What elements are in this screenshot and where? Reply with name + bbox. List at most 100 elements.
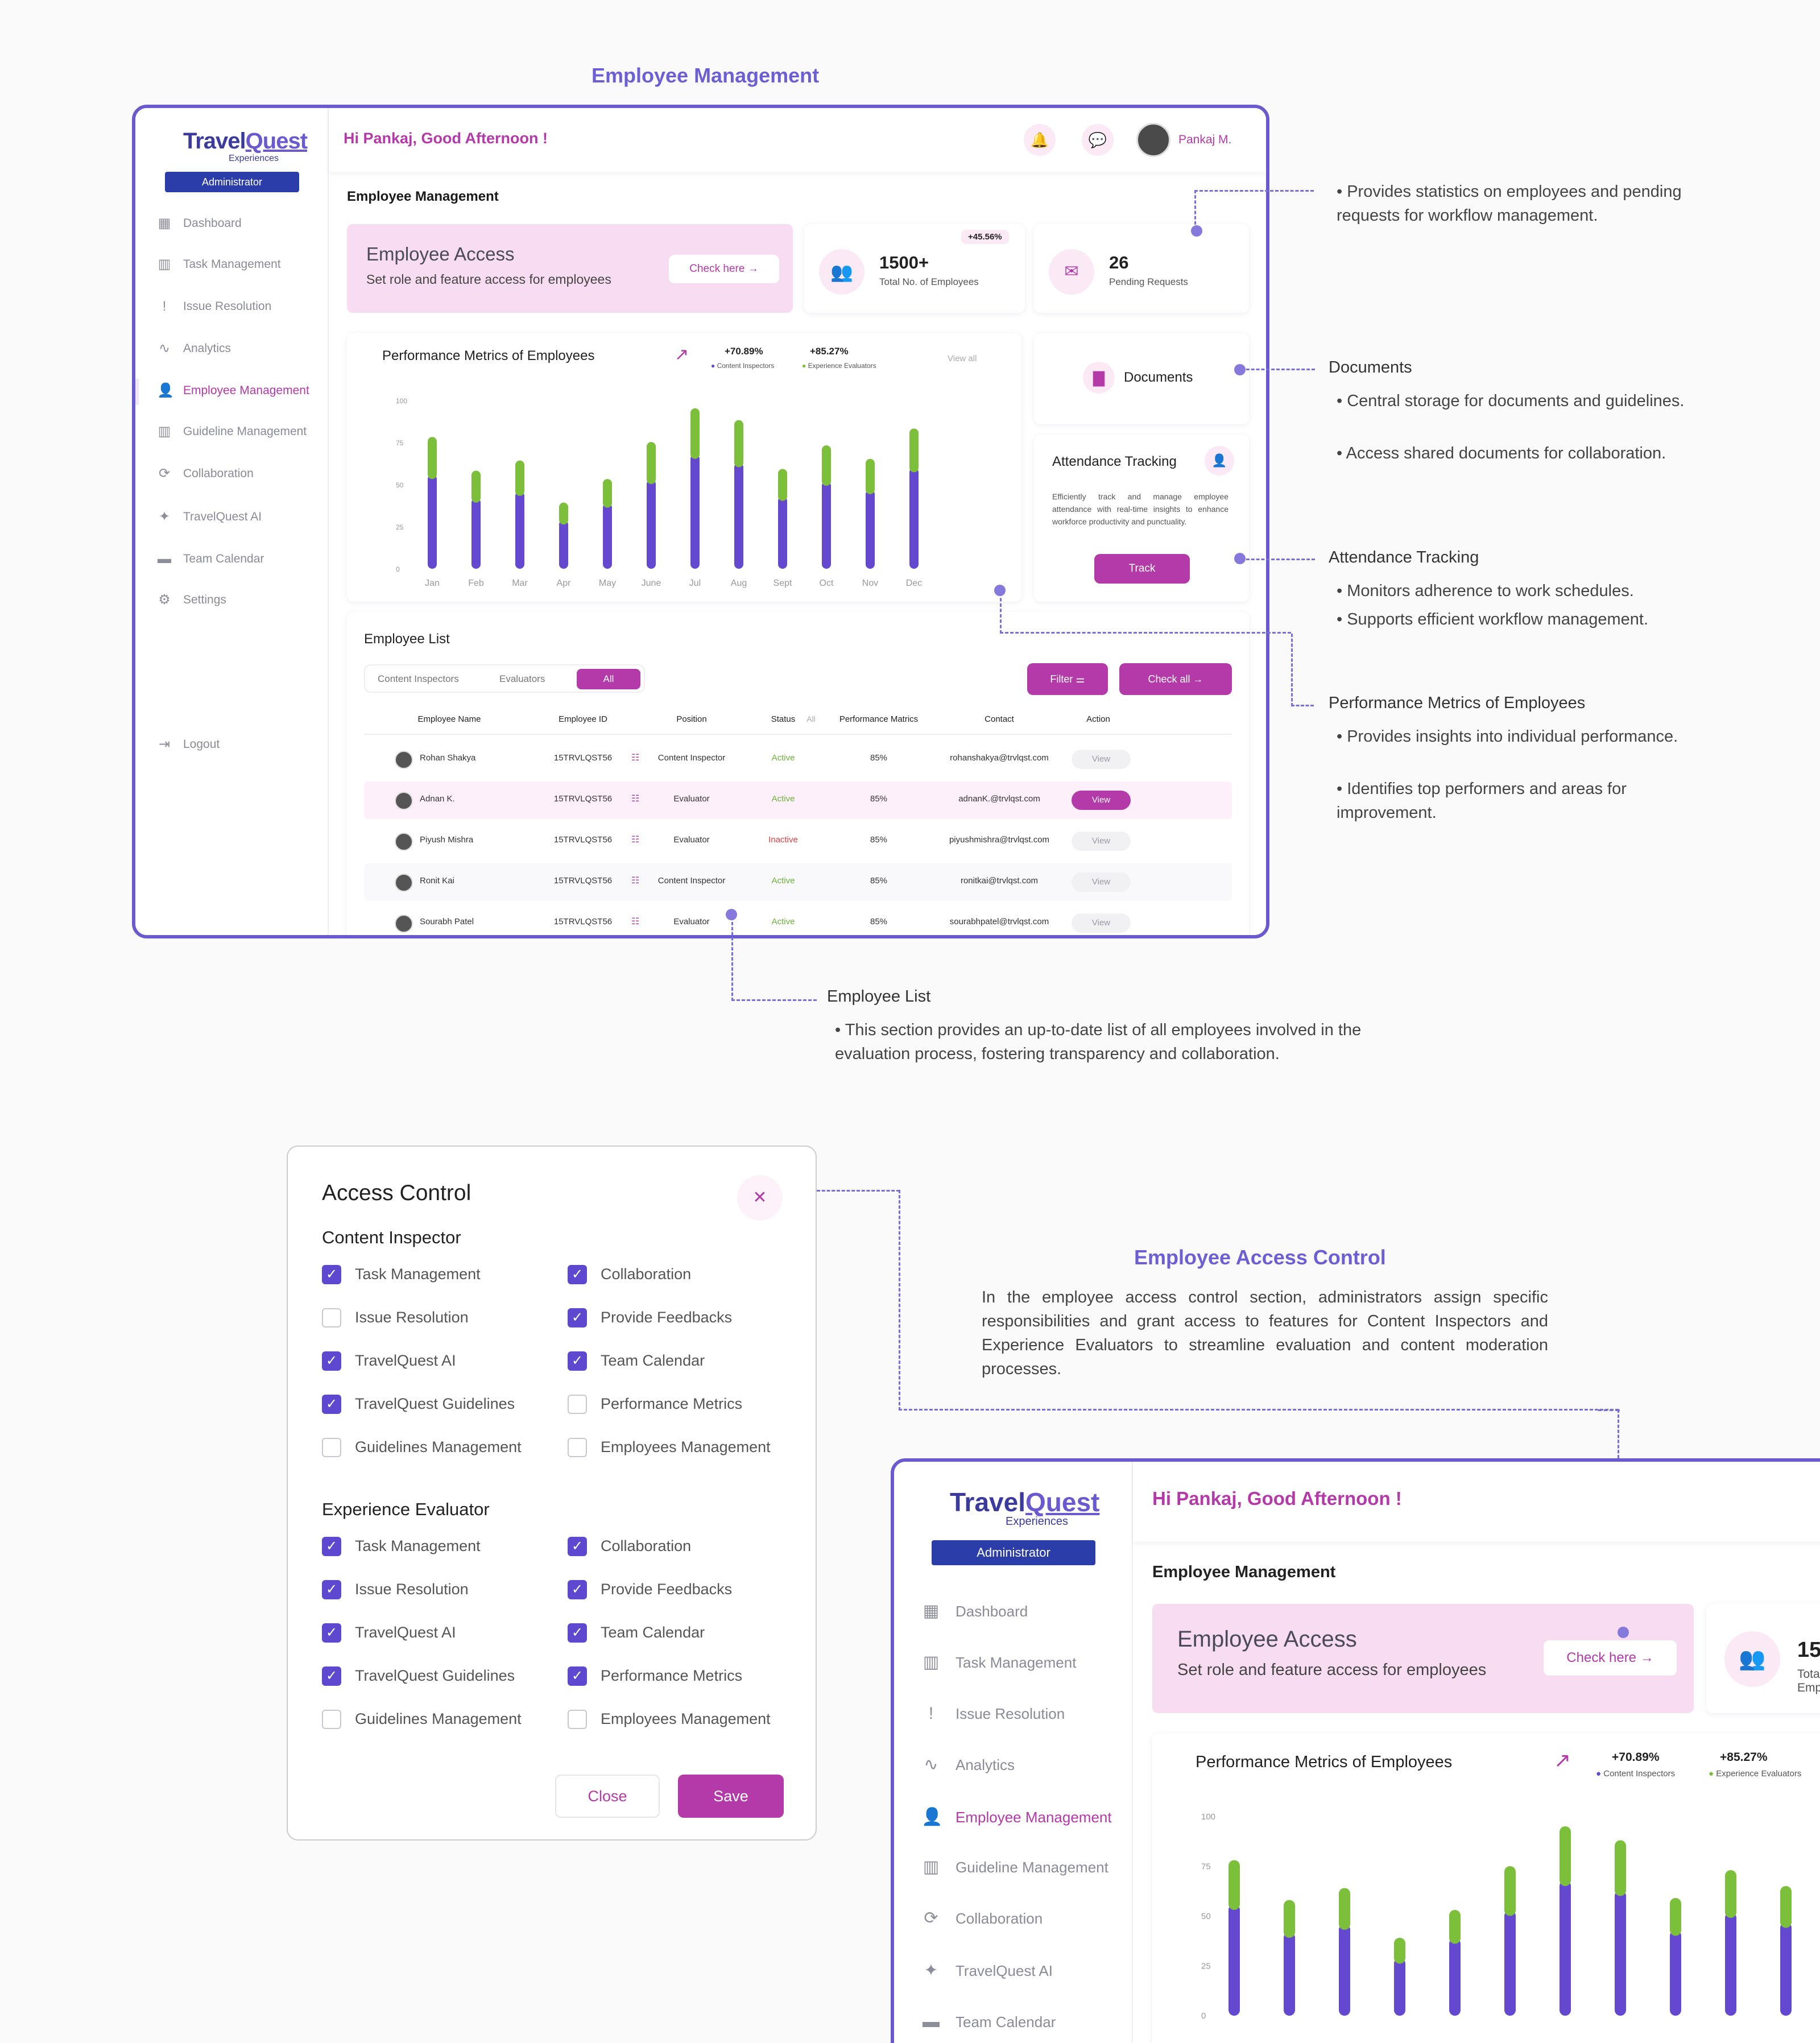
view-button[interactable]: View: [1072, 872, 1131, 892]
bar-experience-evaluators: [1615, 1840, 1626, 1896]
row-avatar: [395, 874, 413, 892]
cell-contact[interactable]: piyushmishra@trvlqst.com: [949, 835, 1050, 845]
chat-icon[interactable]: 💬: [1082, 124, 1114, 156]
cell-status: Active: [771, 876, 795, 886]
x-tick-label: June: [642, 578, 661, 588]
view-button[interactable]: View: [1072, 791, 1131, 810]
sidebar-item-zoomed-5[interactable]: ▥ Guideline Management: [921, 1858, 1108, 1877]
sidebar-item-zoomed-2[interactable]: ! Issue Resolution: [921, 1704, 1065, 1723]
checkbox-unchecked[interactable]: [322, 1438, 341, 1457]
track-button[interactable]: Track: [1094, 554, 1190, 584]
tab-content-inspectors[interactable]: Content Inspectors: [378, 673, 459, 684]
sidebar-item-zoomed-3[interactable]: ∿ Analytics: [921, 1755, 1015, 1775]
checkbox-checked[interactable]: ✓: [568, 1666, 587, 1686]
modal-save-button[interactable]: Save: [678, 1775, 784, 1818]
sidebar-item-zoomed-0[interactable]: ▦ Dashboard: [921, 1602, 1028, 1621]
annotation-performance-title: Performance Metrics of Employees: [1329, 694, 1586, 712]
table-row[interactable]: Adnan K. 15TRVLQST56 Evaluator Active 85% adn…: [364, 781, 1232, 819]
page-title: Employee Management: [347, 189, 499, 204]
checkbox-unchecked[interactable]: [568, 1710, 587, 1729]
view-button[interactable]: View: [1072, 832, 1131, 851]
checkbox-unchecked[interactable]: [568, 1395, 587, 1414]
sidebar-item-9[interactable]: ⚙ Settings: [157, 593, 226, 607]
logout-button[interactable]: ⇥ Logout: [157, 737, 220, 752]
checkbox-unchecked[interactable]: [568, 1438, 587, 1457]
performance-bar-chart: 100 75 50 25 0 Jan Feb Mar Apr May June Jul Aug Sept O…: [396, 397, 922, 588]
cell-contact[interactable]: ronitkai@trvlqst.com: [960, 876, 1039, 886]
check-here-button-zoomed[interactable]: Check here →: [1544, 1640, 1677, 1676]
sidebar-item-8[interactable]: ▬ Team Calendar: [157, 552, 264, 566]
sidebar-item-5[interactable]: ▥ Guideline Management: [157, 424, 307, 439]
tab-all[interactable]: All: [577, 669, 640, 689]
checkbox-checked[interactable]: ✓: [322, 1623, 341, 1643]
sidebar-item-3[interactable]: ∿ Analytics: [157, 341, 231, 356]
check-here-button[interactable]: Check here →: [669, 255, 779, 283]
checkbox-checked[interactable]: ✓: [322, 1537, 341, 1556]
sidebar-item-zoomed-1[interactable]: ▥ Task Management: [921, 1653, 1077, 1672]
sidebar-item-2[interactable]: ! Issue Resolution: [157, 299, 272, 314]
filter-button[interactable]: Filter ⚌: [1027, 663, 1108, 695]
checkbox-checked[interactable]: ✓: [568, 1580, 587, 1599]
close-icon[interactable]: ✕: [737, 1175, 783, 1221]
sidebar-item-4[interactable]: 👤 Employee Management: [157, 383, 309, 398]
checkbox-checked[interactable]: ✓: [568, 1623, 587, 1643]
check-all-button[interactable]: Check all →: [1119, 663, 1232, 695]
checkbox-checked[interactable]: ✓: [568, 1308, 587, 1327]
checkbox-checked[interactable]: ✓: [322, 1666, 341, 1686]
checkbox-checked[interactable]: ✓: [568, 1351, 587, 1371]
table-row[interactable]: Sourabh Patel 15TRVLQST56 Evaluator Active 8…: [364, 904, 1232, 935]
row-avatar: [395, 915, 413, 933]
sidebar-item-6[interactable]: ⟳ Collaboration: [157, 466, 254, 481]
cell-contact[interactable]: rohanshakya@trvlqst.com: [950, 753, 1049, 763]
sidebar-item-1[interactable]: ▥ Task Management: [157, 257, 281, 272]
modal-close-button[interactable]: Close: [555, 1775, 660, 1818]
checkbox-checked[interactable]: ✓: [568, 1265, 587, 1284]
trend-up-icon-zoomed: ↗: [1554, 1748, 1571, 1772]
sidebar-item-zoomed-7[interactable]: ✦ TravelQuest AI: [921, 1961, 1053, 1980]
connector-dot-zoomed: [1618, 1627, 1629, 1638]
cell-contact[interactable]: adnanK.@trvlqst.com: [958, 794, 1040, 804]
access-control-modal: Access Control ✕ Content Inspector ✓ Task …: [287, 1145, 817, 1841]
checkbox-label: Team Calendar: [601, 1624, 705, 1641]
sidebar-item-label: Task Management: [956, 1653, 1077, 1671]
checkbox-label: Performance Metrics: [601, 1395, 743, 1412]
bar-experience-evaluators: [822, 445, 831, 486]
view-all-link[interactable]: View all: [948, 354, 977, 363]
table-row[interactable]: Rohan Shakya 15TRVLQST56 Content Inspector…: [364, 741, 1232, 778]
employees-label-zoomed: Total No. of Employees: [1797, 1668, 1820, 1694]
bar-content-inspectors: [1394, 1958, 1405, 2016]
checkbox-checked[interactable]: ✓: [568, 1537, 587, 1556]
tab-evaluators[interactable]: Evaluators: [499, 673, 545, 684]
sidebar-item-0[interactable]: ▦ Dashboard: [157, 216, 242, 231]
position-icon: ☷: [631, 876, 640, 886]
checkbox-checked[interactable]: ✓: [322, 1395, 341, 1414]
employee-access-card: Employee Access Set role and feature acc…: [347, 224, 793, 313]
sidebar-item-zoomed-6[interactable]: ⟳ Collaboration: [921, 1909, 1043, 1928]
view-button[interactable]: View: [1072, 913, 1131, 933]
cell-perf: 85%: [870, 876, 888, 886]
checkbox-checked[interactable]: ✓: [322, 1580, 341, 1599]
sidebar-item-zoomed-8[interactable]: ▬ Team Calendar: [921, 2012, 1056, 2032]
notification-bell-icon[interactable]: 🔔: [1024, 124, 1056, 156]
sidebar-item-7[interactable]: ✦ TravelQuest AI: [157, 510, 262, 524]
employees-value-zoomed: 1500+: [1797, 1638, 1820, 1662]
view-button[interactable]: View: [1072, 750, 1131, 769]
sidebar-item-label: Employee Management: [183, 384, 309, 397]
checkbox-unchecked[interactable]: [322, 1710, 341, 1729]
sidebar-item-label: Issue Resolution: [956, 1705, 1065, 1722]
avatar[interactable]: [1136, 123, 1170, 157]
table-row[interactable]: Ronit Kai 15TRVLQST56 Content Inspector Act…: [364, 863, 1232, 901]
position-icon: ☷: [631, 753, 640, 763]
sidebar-item-zoomed-4[interactable]: 👤 Employee Management: [921, 1808, 1112, 1827]
checkbox-checked[interactable]: ✓: [322, 1351, 341, 1371]
checkbox-checked[interactable]: ✓: [322, 1265, 341, 1284]
cell-contact[interactable]: sourabhpatel@trvlqst.com: [949, 917, 1049, 927]
annotation-documents-title: Documents: [1329, 358, 1412, 377]
documents-card[interactable]: ▇ Documents: [1034, 333, 1249, 424]
status-filter-dropdown[interactable]: All: [806, 714, 816, 723]
sidebar-item-label: Employee Management: [956, 1808, 1112, 1826]
bar-experience-evaluators: [1504, 1866, 1516, 1916]
table-row[interactable]: Piyush Mishra 15TRVLQST56 Evaluator Inactiv…: [364, 822, 1232, 860]
checkbox-label: Employees Management: [601, 1438, 771, 1455]
checkbox-unchecked[interactable]: [322, 1308, 341, 1327]
